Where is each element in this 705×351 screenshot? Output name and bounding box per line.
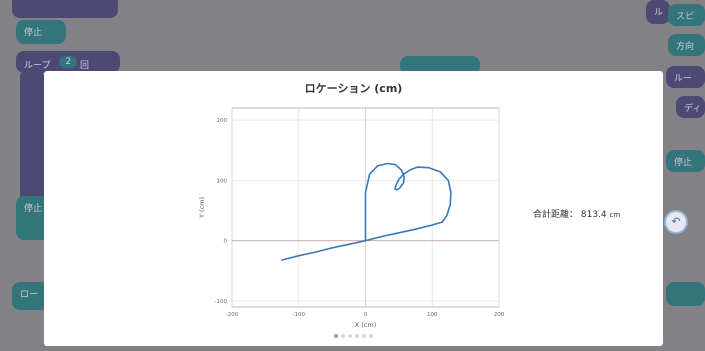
code-block[interactable]: スピ [668,4,705,26]
location-trace [281,162,452,261]
code-block[interactable]: 方向 [668,34,705,56]
pager-dot[interactable] [369,334,373,338]
code-block[interactable]: ロー [12,282,48,310]
y-tick-label: 100 [217,178,228,184]
code-block[interactable] [400,56,480,74]
code-block[interactable]: 停止 [666,150,705,172]
y-tick-label: 200 [217,118,228,124]
code-block[interactable]: 停止 [16,20,66,44]
x-tick-label: -200 [226,312,239,318]
pager-dot[interactable] [362,334,366,338]
loop-block-body [20,72,44,202]
x-axis-label: X (cm) [355,321,377,329]
undo-icon[interactable]: ↶ [664,210,688,234]
modal-title: ロケーション (cm) [304,82,403,95]
pager-dot[interactable] [341,334,345,338]
code-block[interactable]: ルー [666,66,705,88]
total-distance-value: 813.4 [580,210,607,220]
pager-dot[interactable] [355,334,359,338]
total-distance-label: 合計距離： [533,210,579,220]
y-tick-label: 0 [224,239,228,245]
x-tick-label: 100 [427,312,438,318]
pager-dot[interactable] [334,334,338,338]
code-block[interactable]: ディ [676,96,705,118]
total-distance: 合計距離： 813.4 cm [533,207,620,220]
total-distance-unit: cm [609,211,621,219]
y-axis-label: Y (cm) [198,197,206,219]
location-chart: -200 -100 0 100 200 -100 0 100 200 X (cm) Y (cm) [198,107,505,329]
x-tick-label: -100 [293,312,306,318]
x-tick-label: 200 [494,312,505,318]
code-block[interactable] [12,0,118,18]
pager-dots[interactable] [44,334,663,338]
code-block[interactable]: ル [646,0,670,24]
pager-dot[interactable] [348,334,352,338]
y-tick-label: -100 [215,299,228,305]
location-modal: ロケーション (cm) -200 -100 0 100 200 -100 0 100 200 X… [44,71,663,346]
x-tick-label: 0 [364,312,368,318]
code-block[interactable]: ループ 2 回 [16,51,120,73]
code-block[interactable] [666,282,705,306]
chart-axes: -200 -100 0 100 200 -100 0 100 200 [215,108,505,318]
